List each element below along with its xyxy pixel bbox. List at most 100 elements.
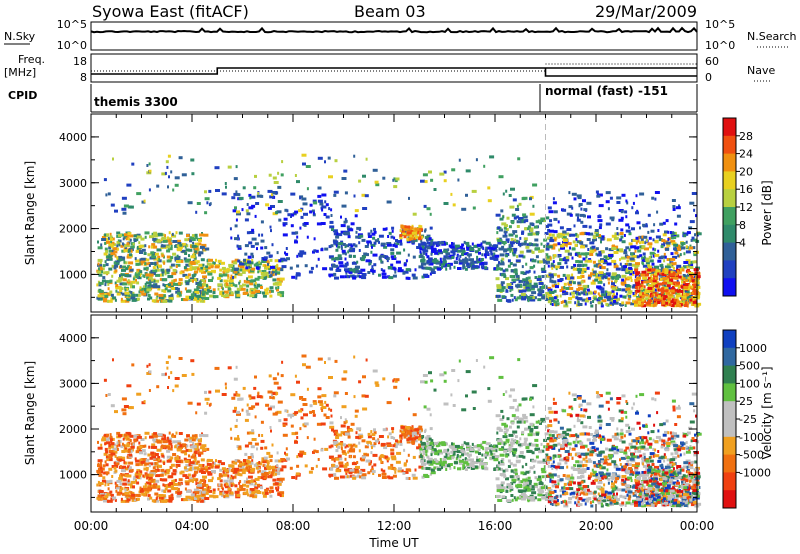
power-cell: [600, 240, 602, 244]
power-cell: [613, 251, 619, 254]
power-cell: [271, 243, 274, 247]
power-cell: [321, 208, 324, 212]
velocity-cell: [207, 471, 213, 475]
power-cell: [410, 228, 413, 232]
power-cell: [331, 257, 336, 261]
velocity-cell: [361, 439, 366, 443]
power-cell: [645, 267, 648, 271]
velocity-cell: [264, 466, 267, 470]
power-cell: [150, 251, 155, 255]
power-cell: [674, 251, 679, 255]
power-cell: [242, 268, 247, 272]
power-cell: [630, 279, 633, 282]
power-cell: [154, 261, 158, 265]
power-cell: [495, 248, 498, 252]
power-cell: [491, 255, 495, 259]
velocity-cell: [316, 422, 322, 426]
power-cell: [361, 193, 366, 197]
velocity-cell: [166, 455, 171, 459]
power-cell: [239, 262, 245, 266]
power-cell: [620, 303, 623, 307]
velocity-cell: [104, 447, 108, 451]
power-cell: [609, 256, 612, 260]
power-cell: [348, 243, 352, 247]
velocity-cell: [272, 478, 277, 482]
power-cell: [230, 283, 233, 287]
velocity-cell: [108, 467, 113, 471]
power-cell: [122, 211, 127, 215]
power-cell: [642, 300, 646, 304]
power-cell: [560, 301, 563, 304]
velocity-cell: [264, 489, 269, 492]
power-cell: [647, 230, 650, 234]
power-cell: [243, 258, 246, 262]
power-cell: [164, 272, 167, 276]
power-cell: [426, 237, 431, 241]
power-cell: [151, 243, 156, 247]
power-cell: [206, 201, 209, 205]
velocity-cell: [196, 460, 200, 464]
power-cell: [505, 277, 509, 281]
velocity-cell: [257, 483, 260, 487]
power-cell: [517, 276, 520, 280]
power-cell: [550, 275, 554, 279]
power-cell: [121, 207, 127, 211]
power-cell: [632, 271, 635, 274]
power-cell: [662, 221, 666, 225]
velocity-cell: [270, 429, 272, 433]
power-cell: [516, 220, 522, 224]
power-cell: [205, 291, 209, 295]
velocity-cell: [105, 450, 109, 454]
power-cell: [611, 259, 617, 263]
velocity-cell: [107, 455, 112, 459]
power-cell: [140, 260, 146, 264]
power-cell: [571, 256, 574, 260]
power-cell: [106, 257, 110, 261]
power-cell: [121, 268, 126, 272]
power-cell: [247, 260, 252, 264]
power-cell: [547, 245, 553, 249]
power-cell: [657, 249, 660, 253]
power-cell: [551, 266, 554, 270]
power-cell: [194, 261, 199, 265]
power-cell: [115, 289, 118, 293]
velocity-cell: [276, 410, 282, 414]
power-cell: [652, 254, 655, 258]
power-cell: [498, 267, 501, 271]
power-cell: [257, 191, 260, 195]
power-cell: [196, 202, 201, 205]
power-cell: [126, 242, 130, 246]
velocity-cell: [227, 487, 231, 491]
power-cell: [458, 158, 461, 162]
velocity-cell: [275, 469, 278, 473]
power-cell: [382, 176, 386, 180]
power-cell: [221, 294, 225, 297]
power-cell: [657, 272, 660, 276]
power-cell: [194, 242, 199, 246]
power-cell: [295, 274, 298, 278]
power-cell: [273, 181, 279, 184]
power-cell: [641, 245, 646, 249]
power-cell: [418, 227, 423, 231]
velocity-cell: [329, 421, 334, 425]
power-cell: [622, 295, 627, 299]
velocity-cell: [136, 481, 140, 485]
power-cell: [238, 268, 243, 272]
power-cell: [670, 300, 675, 304]
velocity-cell: [105, 463, 109, 467]
power-cell: [540, 286, 545, 289]
power-cell: [452, 250, 456, 254]
power-cell: [447, 252, 450, 256]
cpid-label: CPID: [8, 89, 37, 102]
power-cell: [163, 261, 166, 265]
power-cell: [269, 195, 275, 199]
velocity-cell: [127, 479, 130, 483]
power-cell: [529, 227, 534, 231]
velocity-cell: [325, 416, 330, 419]
velocity-cell: [105, 492, 110, 496]
power-cell: [611, 298, 613, 302]
velocity-cell: [412, 455, 416, 459]
power-cell: [411, 273, 416, 277]
power-cell: [112, 237, 115, 241]
velocity-cell: [283, 458, 288, 462]
